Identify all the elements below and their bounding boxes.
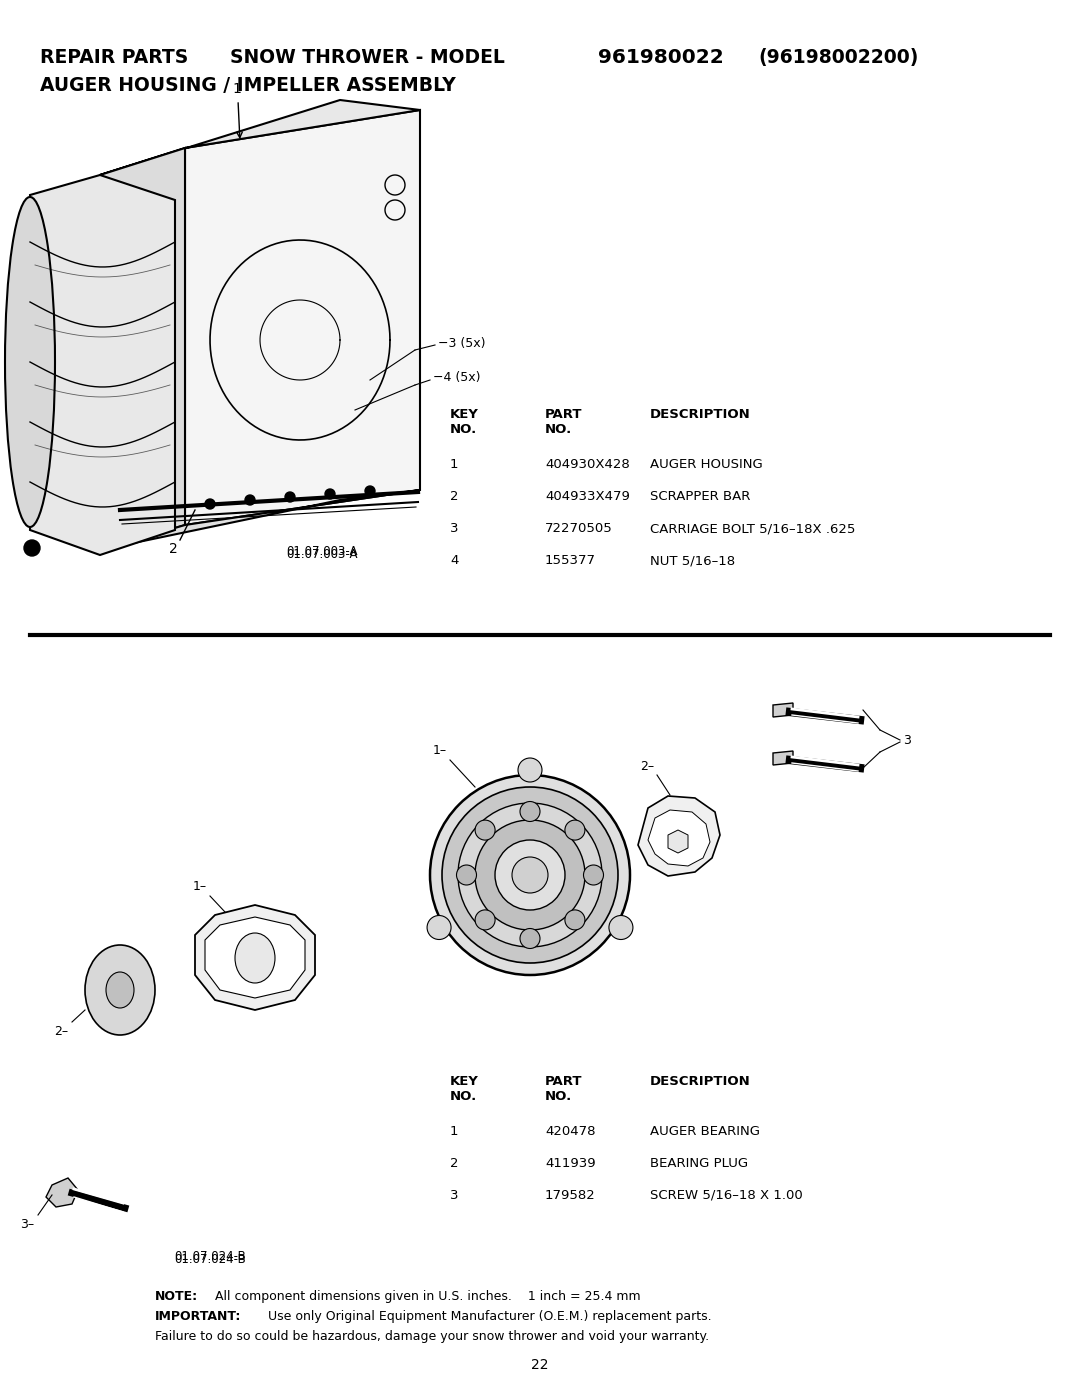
Text: NUT 5/16–18: NUT 5/16–18 bbox=[650, 555, 735, 567]
Circle shape bbox=[512, 856, 548, 893]
Text: BEARING PLUG: BEARING PLUG bbox=[650, 1157, 748, 1171]
Text: 1: 1 bbox=[232, 82, 242, 96]
Text: NOTE:: NOTE: bbox=[156, 1289, 198, 1303]
Polygon shape bbox=[46, 1178, 78, 1207]
Circle shape bbox=[475, 820, 585, 930]
Text: −3 (5x): −3 (5x) bbox=[438, 337, 486, 349]
Text: 22: 22 bbox=[531, 1358, 549, 1372]
Ellipse shape bbox=[106, 972, 134, 1009]
Text: AUGER HOUSING: AUGER HOUSING bbox=[650, 458, 762, 471]
Text: 3: 3 bbox=[903, 733, 910, 746]
Text: Failure to do so could be hazardous, damage your snow thrower and void your warr: Failure to do so could be hazardous, dam… bbox=[156, 1330, 710, 1343]
Circle shape bbox=[475, 820, 495, 840]
Circle shape bbox=[285, 492, 295, 502]
Text: SCRAPPER BAR: SCRAPPER BAR bbox=[650, 490, 751, 503]
Text: CARRIAGE BOLT 5/16–18X .625: CARRIAGE BOLT 5/16–18X .625 bbox=[650, 522, 855, 535]
Polygon shape bbox=[100, 148, 185, 550]
Text: 404933X479: 404933X479 bbox=[545, 490, 630, 503]
Text: 1: 1 bbox=[450, 458, 459, 471]
Polygon shape bbox=[100, 490, 420, 550]
Text: REPAIR PARTS: REPAIR PARTS bbox=[40, 47, 188, 67]
Text: (96198002200): (96198002200) bbox=[758, 47, 918, 67]
Circle shape bbox=[427, 915, 451, 940]
Polygon shape bbox=[100, 101, 420, 175]
Text: DESCRIPTION: DESCRIPTION bbox=[650, 408, 751, 420]
Polygon shape bbox=[648, 810, 710, 866]
Text: 411939: 411939 bbox=[545, 1157, 596, 1171]
Text: 72270505: 72270505 bbox=[545, 522, 612, 535]
Text: 2: 2 bbox=[450, 1157, 459, 1171]
Circle shape bbox=[583, 865, 604, 886]
Text: SNOW THROWER - MODEL: SNOW THROWER - MODEL bbox=[230, 47, 504, 67]
Circle shape bbox=[519, 929, 540, 949]
Text: SCREW 5/16–18 X 1.00: SCREW 5/16–18 X 1.00 bbox=[650, 1189, 802, 1201]
Circle shape bbox=[365, 486, 375, 496]
Text: 404930X428: 404930X428 bbox=[545, 458, 630, 471]
Polygon shape bbox=[638, 796, 720, 876]
Text: −4 (5x): −4 (5x) bbox=[433, 372, 481, 384]
Text: 1–: 1– bbox=[433, 745, 447, 757]
Text: DESCRIPTION: DESCRIPTION bbox=[650, 1076, 751, 1088]
Text: 1: 1 bbox=[450, 1125, 459, 1139]
Text: 420478: 420478 bbox=[545, 1125, 595, 1139]
Circle shape bbox=[518, 759, 542, 782]
Text: 179582: 179582 bbox=[545, 1189, 596, 1201]
Text: 2–: 2– bbox=[54, 1025, 68, 1038]
Circle shape bbox=[442, 787, 618, 963]
Circle shape bbox=[245, 495, 255, 504]
Circle shape bbox=[325, 489, 335, 499]
Text: PART
NO.: PART NO. bbox=[545, 408, 582, 436]
Polygon shape bbox=[195, 905, 315, 1010]
Text: 01.07.024-B: 01.07.024-B bbox=[174, 1253, 246, 1266]
Text: 2: 2 bbox=[450, 490, 459, 503]
Polygon shape bbox=[669, 830, 688, 854]
Text: 3: 3 bbox=[450, 1189, 459, 1201]
Ellipse shape bbox=[5, 197, 55, 527]
Text: 2: 2 bbox=[170, 542, 178, 556]
Text: AUGER BEARING: AUGER BEARING bbox=[650, 1125, 760, 1139]
Circle shape bbox=[458, 803, 602, 947]
Polygon shape bbox=[185, 110, 420, 525]
Circle shape bbox=[609, 915, 633, 940]
Text: KEY
NO.: KEY NO. bbox=[450, 1076, 478, 1104]
Text: 4: 4 bbox=[450, 555, 458, 567]
Circle shape bbox=[205, 499, 215, 509]
Polygon shape bbox=[205, 916, 305, 997]
Text: 01.07.024-B: 01.07.024-B bbox=[174, 1250, 246, 1263]
Text: 2–: 2– bbox=[639, 760, 654, 773]
Text: KEY
NO.: KEY NO. bbox=[450, 408, 478, 436]
Circle shape bbox=[430, 775, 630, 975]
Polygon shape bbox=[773, 752, 793, 766]
Circle shape bbox=[565, 909, 585, 930]
Circle shape bbox=[475, 909, 495, 930]
Text: 01.07.003-A: 01.07.003-A bbox=[286, 548, 357, 562]
Text: All component dimensions given in U.S. inches.    1 inch = 25.4 mm: All component dimensions given in U.S. i… bbox=[207, 1289, 640, 1303]
Circle shape bbox=[457, 865, 476, 886]
Text: 961980022: 961980022 bbox=[598, 47, 724, 67]
Text: PART
NO.: PART NO. bbox=[545, 1076, 582, 1104]
Text: 3–: 3– bbox=[19, 1218, 33, 1231]
Text: 3: 3 bbox=[450, 522, 459, 535]
Circle shape bbox=[565, 820, 585, 840]
Text: 1–: 1– bbox=[193, 880, 207, 893]
Polygon shape bbox=[773, 703, 793, 717]
Circle shape bbox=[495, 840, 565, 909]
Text: 01.07.003-A: 01.07.003-A bbox=[286, 545, 357, 557]
Text: AUGER HOUSING / IMPELLER ASSEMBLY: AUGER HOUSING / IMPELLER ASSEMBLY bbox=[40, 75, 456, 95]
Text: Use only Original Equipment Manufacturer (O.E.M.) replacement parts.: Use only Original Equipment Manufacturer… bbox=[260, 1310, 712, 1323]
Text: IMPORTANT:: IMPORTANT: bbox=[156, 1310, 241, 1323]
Circle shape bbox=[519, 802, 540, 821]
Polygon shape bbox=[30, 175, 175, 555]
Text: 155377: 155377 bbox=[545, 555, 596, 567]
Ellipse shape bbox=[85, 944, 156, 1035]
Ellipse shape bbox=[235, 933, 275, 983]
Circle shape bbox=[24, 541, 40, 556]
